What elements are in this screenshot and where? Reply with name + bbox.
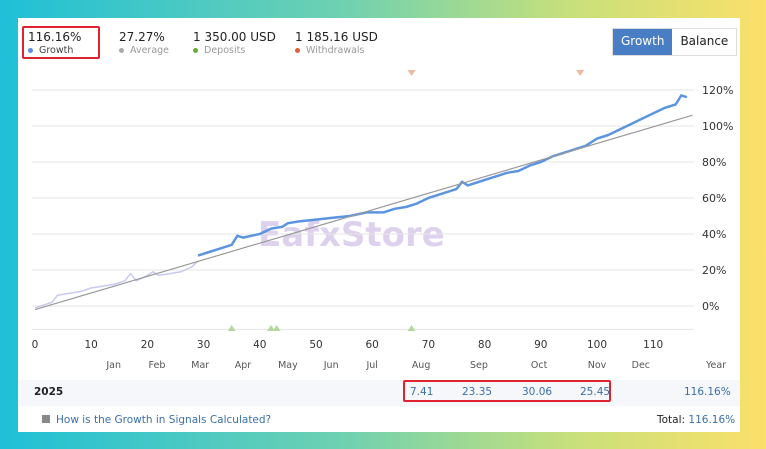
x-tick-label: 30 xyxy=(197,339,210,351)
y-tick-label: 0% xyxy=(702,300,719,313)
total-value: 116.16% xyxy=(688,414,736,426)
month-value-oct: 30.06 xyxy=(522,386,553,398)
x-tick-label: 0 xyxy=(32,339,39,351)
month-label: Apr xyxy=(235,360,252,371)
year-total-cell: 116.16% xyxy=(684,386,731,398)
month-label: Dec xyxy=(632,360,650,371)
dot-icon xyxy=(193,48,198,53)
year-cell: 2025 xyxy=(34,386,64,398)
year-axis-label: Year xyxy=(705,360,726,371)
month-label: Jul xyxy=(365,360,377,371)
x-tick-label: 100 xyxy=(587,339,607,351)
month-value-nov: 25.45 xyxy=(580,386,611,398)
growth-tab[interactable]: Growth xyxy=(613,29,673,55)
month-value-aug: 7.41 xyxy=(410,386,434,398)
stat-value: 27.27% xyxy=(119,30,165,44)
y-tick-label: 40% xyxy=(702,228,726,241)
highlight-box xyxy=(403,380,611,402)
deposit-marker xyxy=(272,325,281,331)
x-tick-label: 60 xyxy=(366,339,379,351)
y-tick-label: 20% xyxy=(702,264,726,277)
balance-tab[interactable]: Balance xyxy=(672,29,737,55)
stat-label: Withdrawals xyxy=(306,45,365,56)
month-label: Sep xyxy=(470,360,488,371)
stat-value: 1 350.00 USD xyxy=(193,30,276,44)
x-tick-label: 80 xyxy=(478,339,491,351)
help-link[interactable]: How is the Growth in Signals Calculated? xyxy=(42,414,271,426)
x-tick-label: 50 xyxy=(309,339,322,351)
month-value-sep: 23.35 xyxy=(462,386,493,398)
series-line-0 xyxy=(34,260,199,309)
chart-mode-toggle: Growth Balance xyxy=(612,28,738,56)
x-tick-label: 90 xyxy=(534,339,547,351)
series-line-1 xyxy=(197,94,688,257)
stat-withdrawals: 1 185.16 USD Withdrawals xyxy=(295,30,378,56)
table-row: 2025 7.41 23.35 30.06 25.45 116.16% xyxy=(18,380,740,406)
month-label: Feb xyxy=(149,360,166,371)
y-tick-label: 120% xyxy=(702,84,733,97)
stat-value: 1 185.16 USD xyxy=(295,30,378,44)
withdrawal-marker xyxy=(576,70,585,76)
month-label: May xyxy=(278,360,298,371)
withdrawal-marker xyxy=(407,70,416,76)
total-label: Total: xyxy=(657,414,686,426)
series-line-2 xyxy=(34,114,693,311)
month-label: Aug xyxy=(412,360,431,371)
stat-value: 116.16% xyxy=(28,30,82,44)
stat-label: Growth xyxy=(39,45,74,56)
y-tick-label: 60% xyxy=(702,192,726,205)
month-label: Jun xyxy=(323,360,339,371)
stat-growth: 116.16% Growth xyxy=(28,30,81,56)
deposit-marker xyxy=(227,325,236,331)
help-link-text[interactable]: How is the Growth in Signals Calculated? xyxy=(56,414,272,426)
book-icon xyxy=(42,415,50,423)
stat-label: Deposits xyxy=(204,45,246,56)
y-tick-label: 80% xyxy=(702,156,726,169)
month-label: Nov xyxy=(588,360,607,371)
x-tick-label: 40 xyxy=(253,339,266,351)
stat-deposits: 1 350.00 USD Deposits xyxy=(193,30,276,56)
dot-icon xyxy=(295,48,300,53)
dot-icon xyxy=(119,48,124,53)
stat-average: 27.27% Average xyxy=(119,30,169,56)
x-tick-label: 20 xyxy=(141,339,154,351)
month-label: Oct xyxy=(531,360,548,371)
footer-total: Total: 116.16% xyxy=(657,414,735,426)
month-label: Jan xyxy=(105,360,121,371)
x-tick-label: 70 xyxy=(422,339,435,351)
stat-label: Average xyxy=(130,45,170,56)
month-label: Mar xyxy=(191,360,209,371)
deposit-marker xyxy=(407,325,416,331)
y-tick-label: 100% xyxy=(702,120,733,133)
growth-card: 116.16% Growth 27.27% Average 1 350.00 U… xyxy=(18,18,740,432)
dot-icon xyxy=(28,48,33,53)
highlight-box xyxy=(22,26,100,59)
x-tick-label: 10 xyxy=(85,339,98,351)
x-tick-label: 110 xyxy=(643,339,663,351)
deposit-marker xyxy=(267,325,276,331)
